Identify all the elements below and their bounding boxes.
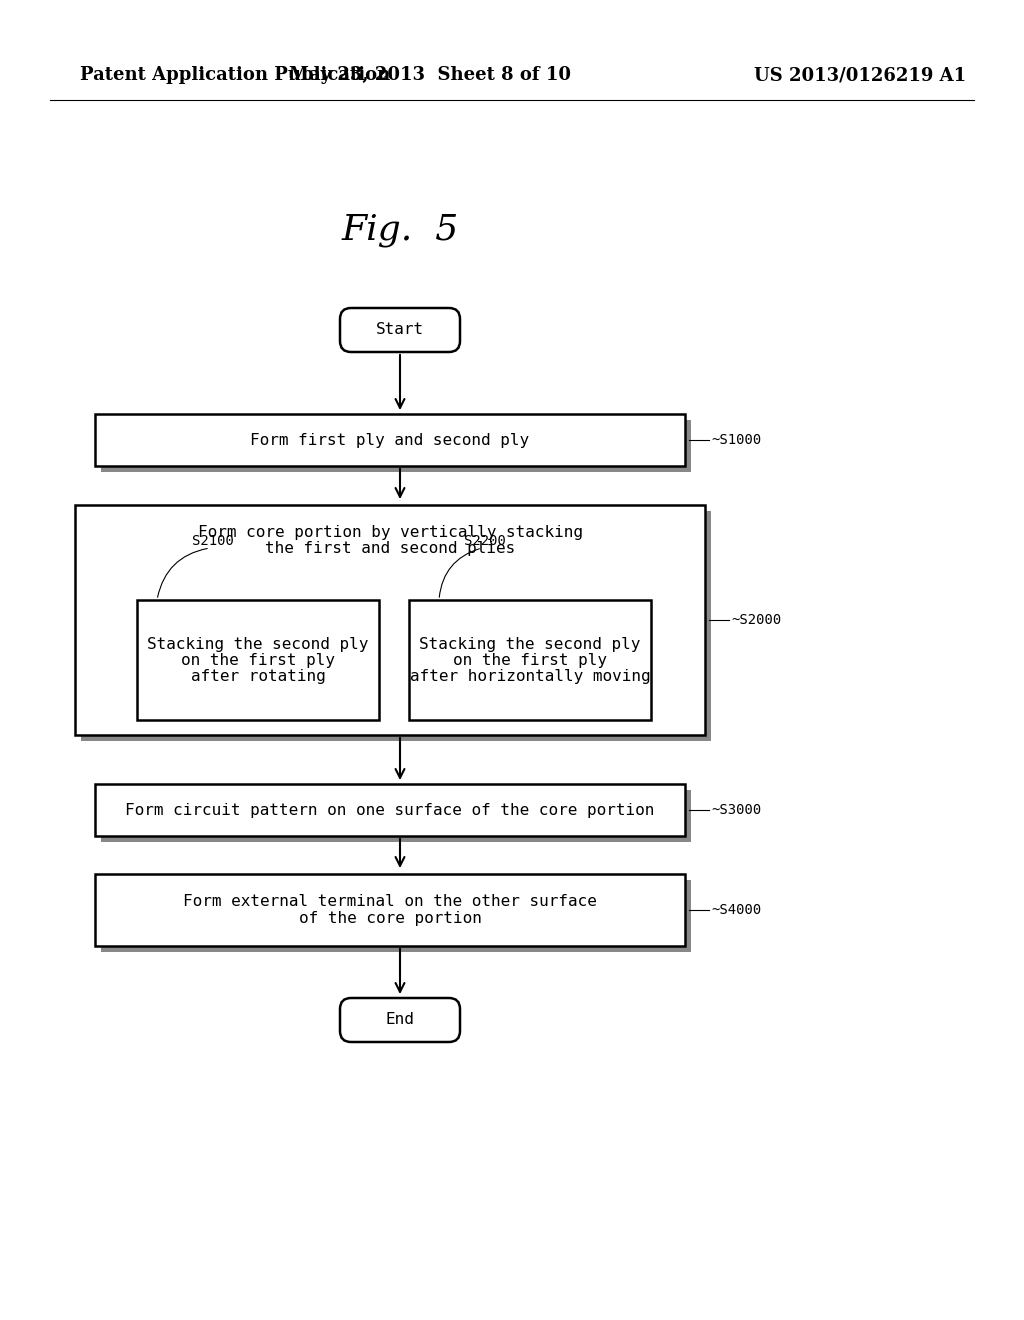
- Text: S2200: S2200: [464, 535, 506, 548]
- Text: ~S2000: ~S2000: [731, 612, 781, 627]
- Bar: [95, 784, 685, 836]
- Text: of the core portion: of the core portion: [299, 911, 481, 925]
- Bar: [95, 414, 685, 466]
- Text: Form circuit pattern on one surface of the core portion: Form circuit pattern on one surface of t…: [125, 803, 654, 817]
- Bar: [95, 874, 685, 946]
- Text: ~S1000: ~S1000: [711, 433, 761, 447]
- Bar: [143, 606, 385, 726]
- Text: Fig.  5: Fig. 5: [341, 213, 459, 247]
- Text: S2100: S2100: [193, 535, 233, 548]
- Bar: [415, 606, 657, 726]
- Text: after horizontally moving: after horizontally moving: [410, 668, 650, 684]
- Bar: [75, 506, 705, 735]
- Text: on the first ply: on the first ply: [453, 652, 607, 668]
- Text: Form first ply and second ply: Form first ply and second ply: [251, 433, 529, 447]
- Text: Form core portion by vertically stacking: Form core portion by vertically stacking: [198, 525, 583, 540]
- Bar: [101, 880, 691, 952]
- FancyBboxPatch shape: [340, 308, 460, 352]
- Text: May 23, 2013  Sheet 8 of 10: May 23, 2013 Sheet 8 of 10: [289, 66, 571, 84]
- Bar: [137, 601, 379, 719]
- Text: Stacking the second ply: Stacking the second ply: [419, 636, 641, 652]
- Text: ~S4000: ~S4000: [711, 903, 761, 917]
- Bar: [81, 511, 711, 741]
- Bar: [101, 789, 691, 842]
- Text: End: End: [386, 1012, 415, 1027]
- Text: Stacking the second ply: Stacking the second ply: [147, 636, 369, 652]
- FancyBboxPatch shape: [340, 998, 460, 1041]
- Text: Form external terminal on the other surface: Form external terminal on the other surf…: [183, 895, 597, 909]
- Text: Start: Start: [376, 322, 424, 338]
- Text: the first and second plies: the first and second plies: [265, 541, 515, 557]
- Bar: [409, 601, 651, 719]
- Text: on the first ply: on the first ply: [181, 652, 335, 668]
- Bar: [101, 420, 691, 473]
- Text: Patent Application Publication: Patent Application Publication: [80, 66, 390, 84]
- Text: US 2013/0126219 A1: US 2013/0126219 A1: [754, 66, 966, 84]
- Text: ~S3000: ~S3000: [711, 803, 761, 817]
- Text: after rotating: after rotating: [190, 668, 326, 684]
